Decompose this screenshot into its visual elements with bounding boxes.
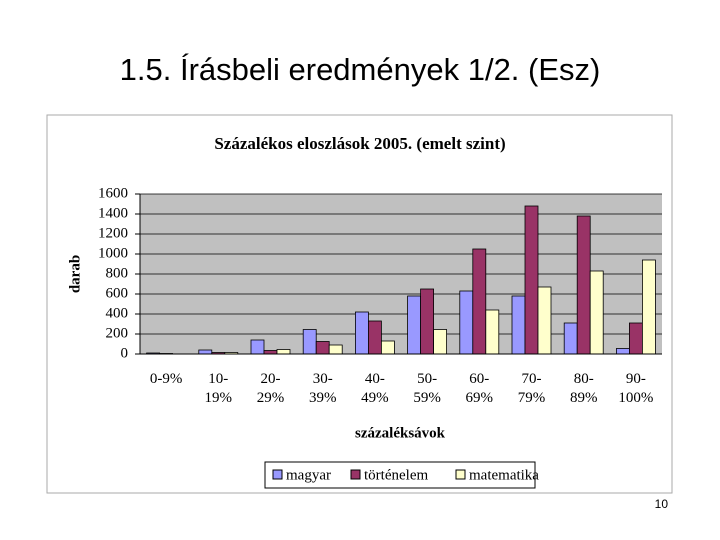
x-tick-label: 50- 59% [413, 371, 441, 406]
bar [563, 322, 578, 355]
y-tick-label: 400 [106, 305, 129, 321]
legend-label: matematika [469, 467, 539, 483]
bar [537, 286, 552, 355]
y-tick-label: 800 [106, 265, 129, 281]
bar [354, 311, 369, 355]
bar [642, 259, 656, 355]
y-tick-label: 1400 [98, 205, 128, 221]
bar [472, 248, 487, 355]
x-tick-label: 80- 89% [569, 371, 598, 406]
page-number: 10 [655, 497, 669, 511]
bar [302, 329, 317, 355]
y-axis-label: darab [67, 255, 83, 293]
legend-label: történelem [364, 467, 428, 483]
y-tick-label: 1000 [98, 245, 128, 261]
bar [276, 349, 291, 355]
legend-swatch [272, 469, 283, 480]
bar [524, 205, 539, 355]
bar [367, 320, 382, 355]
bar [380, 340, 395, 355]
y-tick-label: 1200 [98, 225, 128, 241]
bar [629, 322, 643, 355]
bar [589, 270, 604, 355]
legend-label: magyar [286, 467, 331, 483]
y-tick-label: 200 [106, 325, 129, 341]
chart-title: Százalékos eloszlások 2005. (emelt szint… [214, 134, 505, 153]
slide-title: 1.5. Írásbeli eredmények 1/2. (Esz) [120, 52, 601, 87]
bar [315, 341, 330, 355]
bar [407, 295, 422, 355]
bar [616, 348, 630, 355]
x-tick-label: 0-9% [149, 371, 183, 387]
bar [576, 215, 591, 355]
y-tick-label: 0 [121, 345, 129, 361]
bar [485, 309, 500, 355]
x-tick-label: 60- 69% [465, 371, 494, 406]
y-tick-label: 600 [106, 285, 129, 301]
x-tick-label: 10- 19% [204, 371, 233, 406]
bar [250, 339, 265, 355]
bar [198, 349, 213, 355]
legend-swatch [350, 469, 361, 480]
y-tick-label: 1600 [98, 185, 128, 201]
x-tick-label: 30- 39% [308, 371, 337, 406]
bar [433, 329, 448, 355]
x-tick-label: 90- 100% [618, 371, 654, 406]
bar [420, 288, 435, 355]
bar [263, 350, 278, 355]
legend-box [264, 461, 536, 489]
x-axis-label: százaléksávok [355, 425, 446, 441]
bar [328, 344, 343, 355]
x-tick-label: 70- 79% [517, 371, 546, 406]
x-tick-label: 20- 29% [256, 371, 285, 406]
bar [511, 295, 526, 355]
legend-swatch [455, 469, 466, 480]
x-tick-label: 40- 49% [361, 371, 389, 406]
bar [459, 290, 474, 355]
